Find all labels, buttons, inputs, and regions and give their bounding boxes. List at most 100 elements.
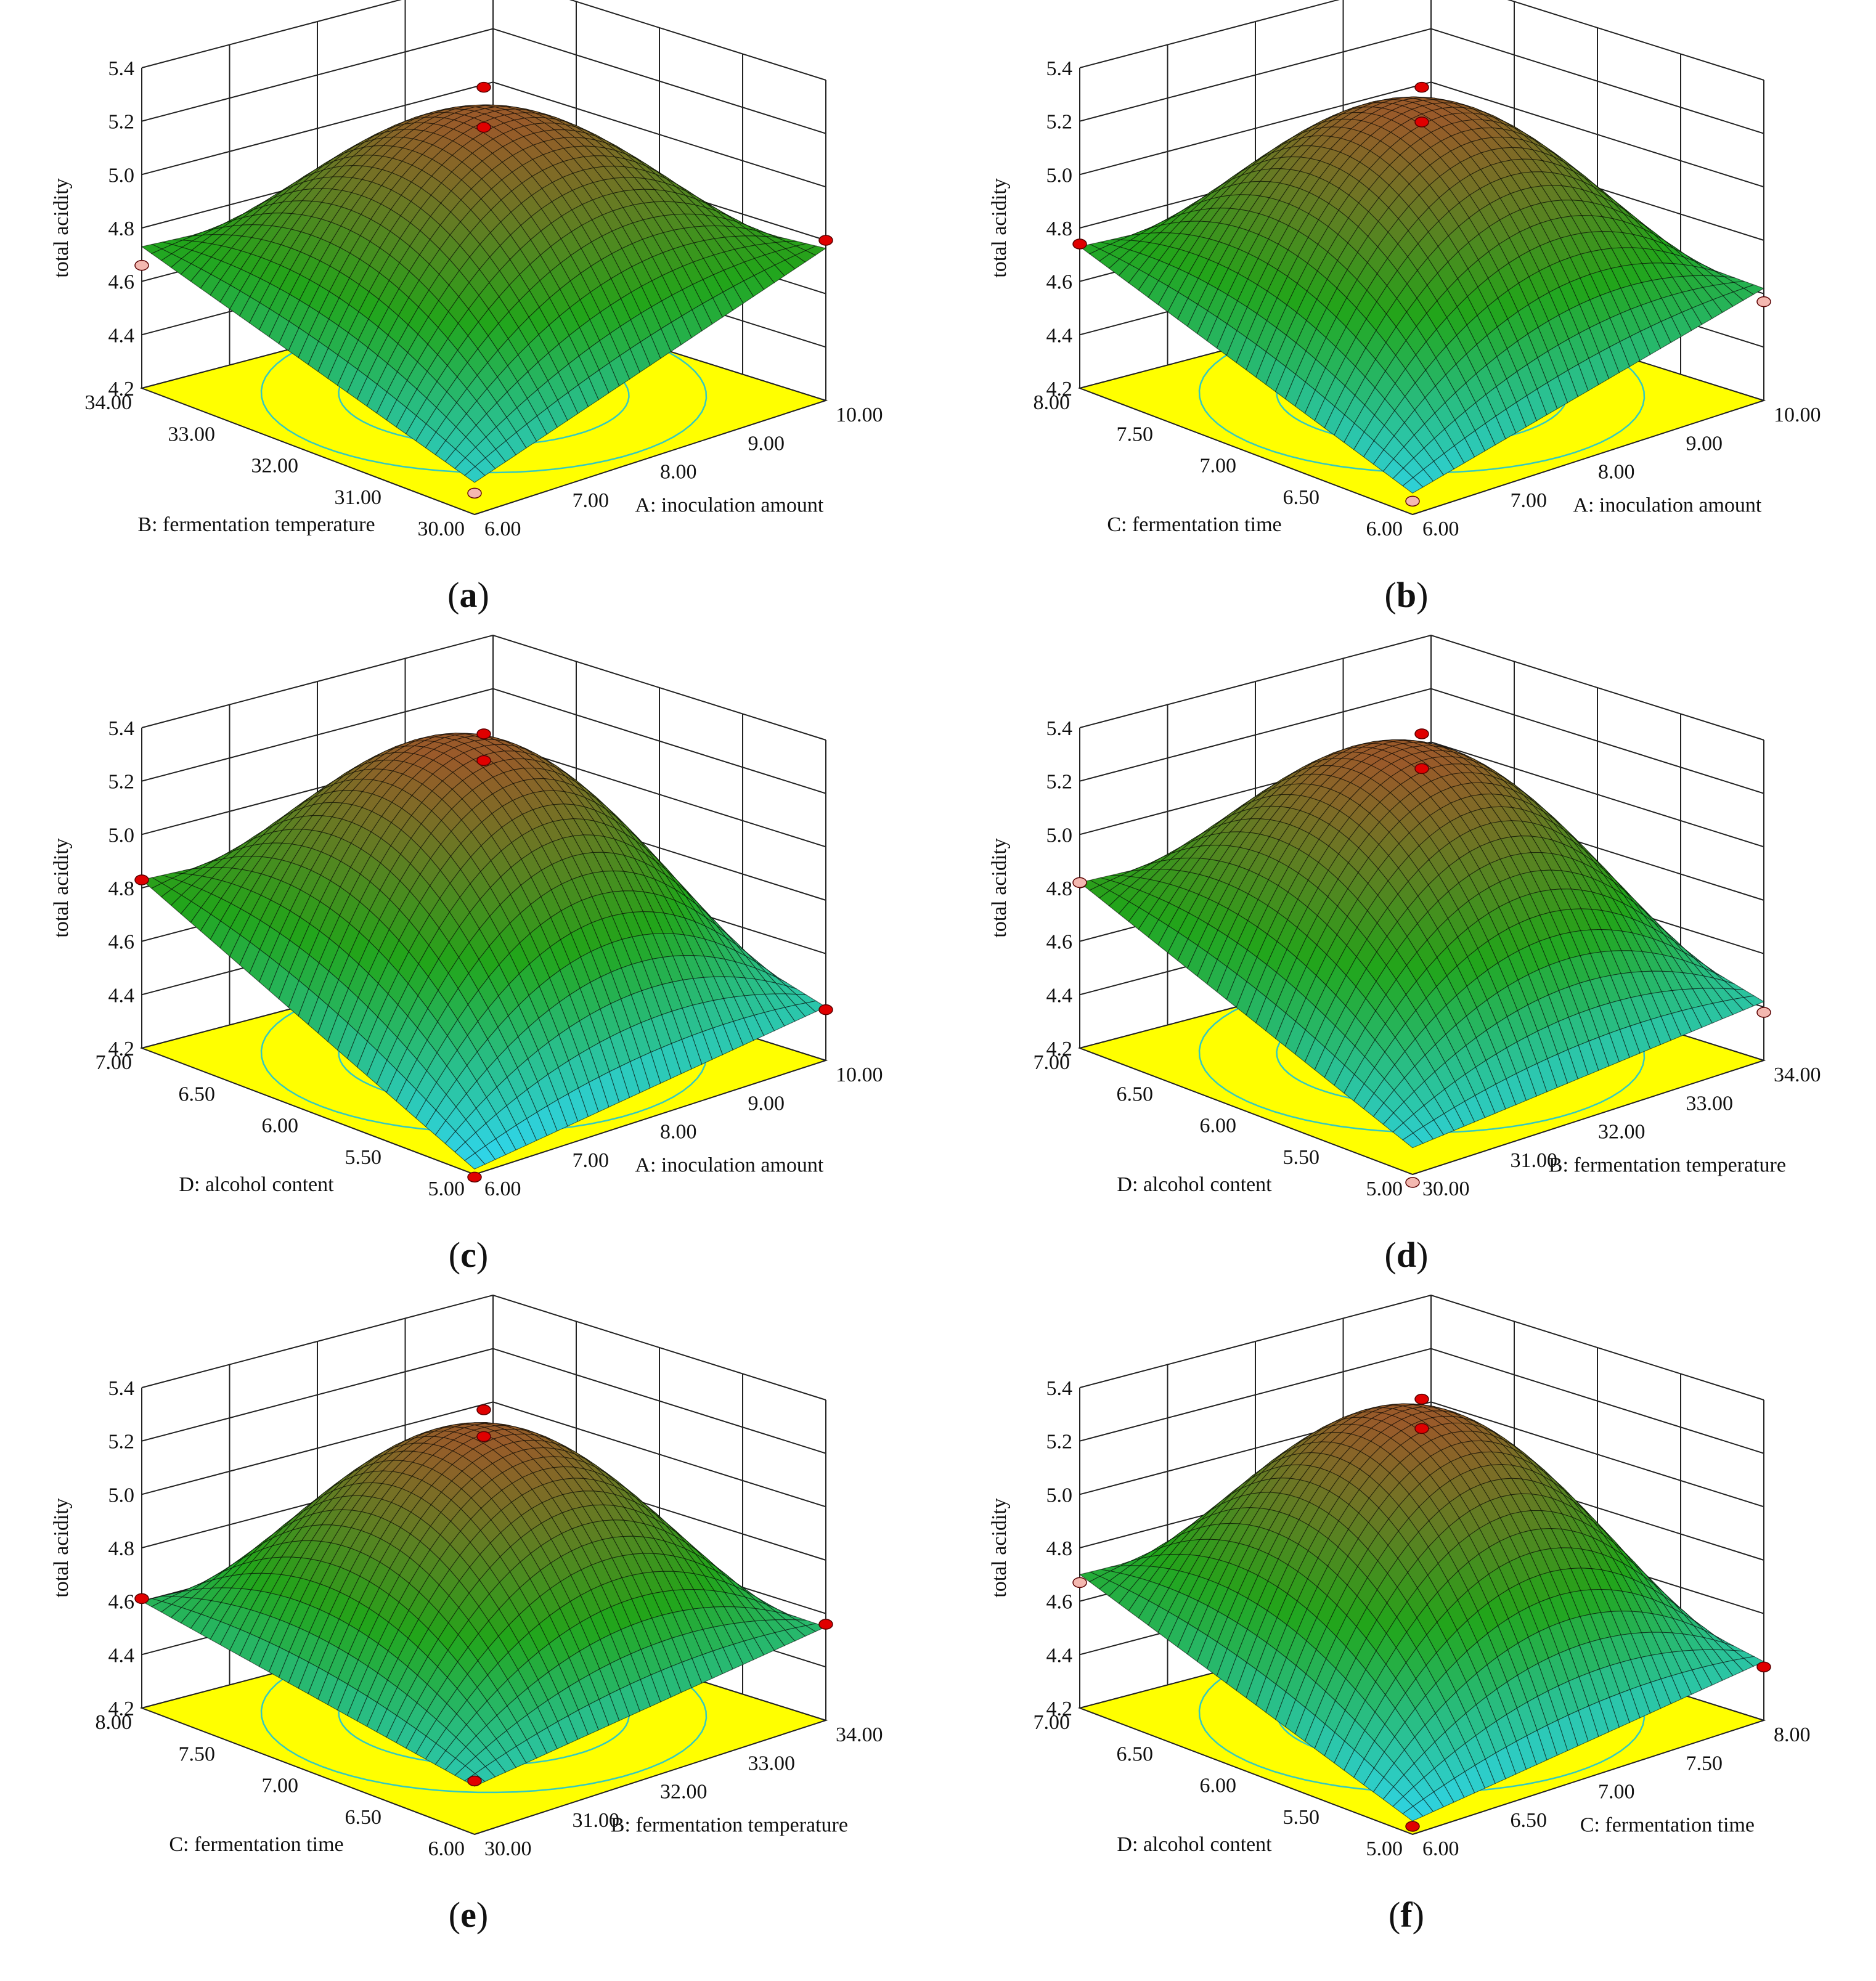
design-point	[134, 259, 149, 271]
design-points	[134, 728, 833, 1183]
design-point	[1405, 495, 1420, 507]
z-axis-label: total acidity	[988, 838, 1011, 937]
y-tick-label: 34.00	[85, 391, 133, 414]
x-tick-label: 33.00	[1686, 1092, 1734, 1115]
response-surface	[1079, 96, 1765, 494]
z-tick-label: 4.8	[108, 218, 135, 240]
y-tick-label: 6.50	[1283, 486, 1320, 509]
z-tick-label: 4.4	[1046, 324, 1073, 347]
y-axis-label: D: alcohol content	[1117, 1173, 1272, 1196]
z-tick-label: 5.0	[108, 824, 135, 847]
z-tick-label: 5.2	[108, 771, 135, 794]
y-tick-label: 5.00	[1366, 1178, 1403, 1200]
z-tick-label: 4.8	[1046, 877, 1073, 900]
surface-plot-c: 4.2 4.4 4.6 4.8 5.0 5.2 5.4 total acidity 6.00 7.…	[50, 634, 883, 1275]
axis-labels: 4.2 4.4 4.6 4.8 5.0 5.2 5.4 total acidity 6.00 7.…	[50, 717, 883, 1200]
design-point	[134, 874, 149, 885]
z-tick-label: 5.2	[1046, 771, 1073, 794]
response-surface	[141, 104, 827, 483]
z-tick-label: 5.0	[1046, 164, 1073, 187]
x-tick-label: 7.00	[573, 1149, 610, 1172]
design-point	[818, 235, 833, 246]
chart-panel-c: 4.2 4.4 4.6 4.8 5.0 5.2 5.4 total acidity 6.00 7.…	[0, 634, 938, 1320]
x-tick-label: 8.00	[660, 1121, 697, 1144]
design-point	[476, 755, 491, 767]
y-tick-label: 7.00	[1034, 1051, 1071, 1074]
response-surface	[141, 733, 827, 1169]
x-tick-label: 31.00	[1511, 1149, 1558, 1172]
y-tick-label: 7.50	[1117, 423, 1154, 445]
z-tick-label: 4.2	[108, 1038, 135, 1060]
x-axis-label: A: inoculation amount	[635, 494, 824, 516]
x-tick-label: 10.00	[836, 404, 883, 426]
z-tick-label: 4.4	[108, 984, 135, 1007]
y-axis-label: C: fermentation time	[1107, 513, 1281, 536]
x-axis-label: B: fermentation temperature	[1549, 1153, 1786, 1176]
x-tick-label: 30.00	[1422, 1178, 1470, 1200]
design-point	[467, 487, 482, 499]
x-tick-label: 9.00	[1686, 432, 1723, 455]
y-tick-label: 8.00	[1034, 391, 1071, 414]
x-tick-label: 34.00	[1774, 1064, 1821, 1086]
z-tick-label: 4.6	[108, 271, 135, 294]
y-axis-label: B: fermentation temperature	[137, 513, 375, 536]
y-tick-label: 7.00	[96, 1051, 133, 1074]
surface-cell	[1402, 477, 1424, 494]
z-tick-label: 4.8	[1046, 218, 1073, 240]
x-tick-label: 6.00	[484, 1178, 521, 1200]
design-points	[134, 81, 833, 499]
design-point	[476, 81, 491, 93]
y-tick-label: 31.00	[335, 486, 382, 509]
response-surface	[1079, 739, 1765, 1149]
z-tick-label: 4.6	[108, 931, 135, 954]
x-tick-label: 9.00	[748, 432, 785, 455]
y-tick-label: 30.00	[418, 518, 465, 540]
x-tick-label: 7.00	[1511, 489, 1548, 512]
y-tick-label: 6.00	[1366, 518, 1403, 540]
chart-panel-b: 4.2 4.4 4.6 4.8 5.0 5.2 5.4 total acidity 6.00 7.…	[938, 0, 1876, 660]
z-tick-label: 4.2	[108, 378, 135, 401]
z-tick-label: 5.2	[1046, 111, 1073, 134]
y-tick-label: 6.50	[179, 1083, 216, 1105]
x-tick-label: 32.00	[1598, 1121, 1646, 1144]
z-tick-label: 5.0	[1046, 824, 1073, 847]
z-tick-label: 4.2	[1046, 1038, 1073, 1060]
z-tick-label: 4.4	[1046, 984, 1073, 1007]
response-surface	[141, 1422, 827, 1787]
chart-panel-e: 4.2 4.4 4.6 4.8 5.0 5.2 5.4 total acidity 30.00 3…	[0, 1294, 938, 1980]
design-point	[1414, 763, 1429, 775]
x-tick-label: 7.00	[573, 489, 610, 512]
design-point	[1414, 728, 1429, 739]
surface-cell	[1402, 1133, 1424, 1149]
panel-caption: (b)	[1385, 575, 1429, 615]
design-points	[1072, 81, 1771, 507]
chart-panel-a: 4.2 4.4 4.6 4.8 5.0 5.2 5.4 total acidity 6.00 7.…	[0, 0, 938, 660]
z-axis-label: total acidity	[988, 178, 1011, 277]
z-tick-label: 5.4	[108, 717, 135, 740]
panel-caption: (c)	[449, 1235, 488, 1275]
y-tick-label: 32.00	[251, 455, 299, 478]
design-point	[1756, 1007, 1771, 1018]
z-tick-label: 5.2	[108, 111, 135, 134]
design-point	[818, 1004, 833, 1015]
design-point	[1414, 116, 1429, 128]
y-tick-label: 7.00	[1200, 455, 1237, 478]
y-tick-label: 6.00	[1200, 1115, 1237, 1137]
design-point	[1405, 1177, 1420, 1188]
wall-gridline-z	[141, 0, 826, 81]
z-axis-label: total acidity	[50, 838, 73, 937]
x-tick-label: 10.00	[836, 1064, 883, 1086]
design-point	[1072, 238, 1087, 250]
z-axis-label: total acidity	[50, 178, 73, 277]
design-point	[1072, 877, 1087, 889]
design-point	[476, 728, 491, 739]
z-tick-label: 4.8	[108, 877, 135, 900]
z-tick-label: 5.4	[1046, 717, 1073, 740]
panel-caption: (a)	[447, 575, 489, 615]
design-point	[476, 121, 491, 133]
x-tick-label: 10.00	[1774, 404, 1821, 426]
x-tick-label: 9.00	[748, 1092, 785, 1115]
